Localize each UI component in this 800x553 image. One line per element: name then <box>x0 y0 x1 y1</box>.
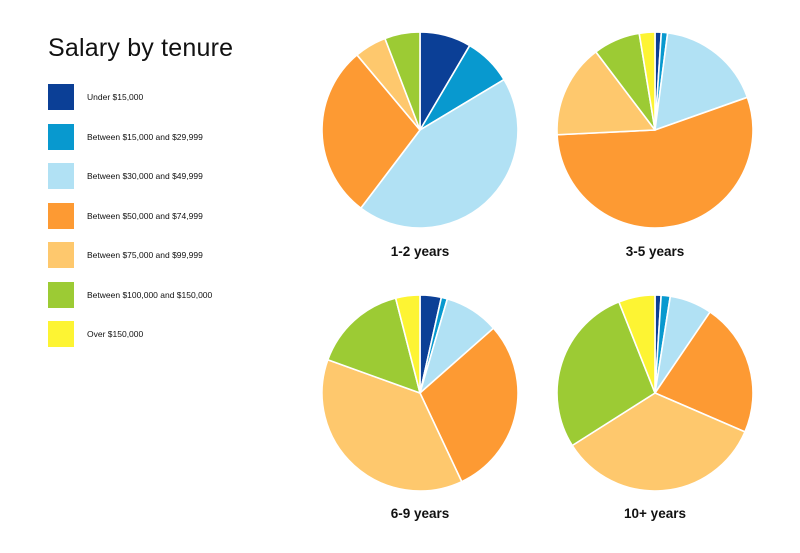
pie-slice <box>321 54 421 209</box>
legend-swatch <box>48 84 74 110</box>
legend-swatch <box>48 163 74 189</box>
pie-chart: 1-2 years <box>321 31 519 259</box>
legend-swatch <box>48 202 74 229</box>
chart-title: Salary by tenure <box>48 34 234 62</box>
pie-slice <box>360 78 519 229</box>
legend-item: Between $15,000 and $29,999 <box>48 123 203 150</box>
legend-item: Over $150,000 <box>48 321 143 347</box>
pie-slice <box>638 31 656 131</box>
legend-label: Between $30,000 and $49,999 <box>87 171 203 181</box>
legend-swatch <box>48 123 74 150</box>
legend-label: Between $100,000 and $150,000 <box>87 289 213 300</box>
pie-slice <box>654 32 749 131</box>
legend-label: Over $150,000 <box>87 329 144 339</box>
legend-label: Between $75,000 and $99,999 <box>87 250 203 260</box>
pie-slice <box>321 359 463 492</box>
legend-item: Between $75,000 and $99,999 <box>48 242 203 268</box>
pie-slice <box>556 301 656 447</box>
legend-swatch <box>48 281 74 308</box>
pie-slice <box>384 31 421 131</box>
legend-item: Between $30,000 and $49,999 <box>48 163 203 189</box>
legend-label: Between $50,000 and $74,999 <box>87 210 203 221</box>
legend-item: Between $50,000 and $74,999 <box>48 202 203 229</box>
legend-swatch <box>48 242 74 268</box>
pie-chart: 3-5 years <box>556 31 754 259</box>
pie-slice <box>571 392 746 492</box>
pie-chart: 10+ years <box>556 294 754 521</box>
pie-label: 10+ years <box>624 506 686 521</box>
pie-slice <box>618 294 656 394</box>
pie-slice <box>556 51 656 136</box>
legend-label: Under $15,000 <box>87 92 144 102</box>
pie-label: 1-2 years <box>391 244 450 259</box>
pie-label: 3-5 years <box>626 244 685 259</box>
legend-label: Between $15,000 and $29,999 <box>87 131 203 142</box>
pie-chart: 6-9 years <box>321 294 519 521</box>
pie-slice <box>654 311 754 433</box>
legend-item: Between $100,000 and $150,000 <box>48 281 213 308</box>
pie-label: 6-9 years <box>391 506 450 521</box>
pie-slice <box>394 294 421 394</box>
legend-item: Under $15,000 <box>48 84 143 110</box>
pie-slice <box>326 297 421 394</box>
legend-swatch <box>48 321 74 347</box>
pie-slice <box>556 96 754 229</box>
